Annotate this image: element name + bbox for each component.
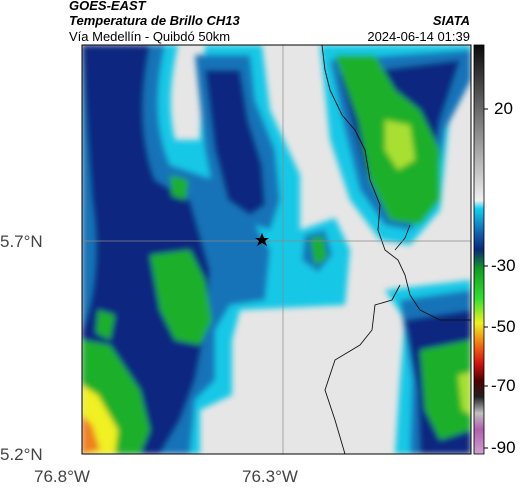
city-marker-icon [255,233,269,246]
colorbar-label-minus-50: -50 [491,317,516,336]
colorbar-label-minus-90: -90 [491,438,516,457]
colorbar-label-minus-70: -70 [491,376,516,395]
lon-label-76-3: 76.3°W [242,467,298,486]
organization-label: SIATA [432,13,470,28]
colorbar-label-20: 20 [494,99,513,118]
region-label: Vía Medellín - Quibdó 50km [69,29,231,44]
datetime-label: 2024-06-14 01:39 [367,29,470,44]
lat-label-5-7: 5.7°N [0,232,43,251]
satellite-name: GOES-EAST [69,0,146,13]
colorbar-label-minus-30: -30 [491,256,516,275]
brightness-temperature-field [82,45,471,454]
lon-label-76-8: 76.8°W [34,467,90,486]
lat-label-5-2: 5.2°N [0,445,43,464]
colorbar [473,44,488,455]
product-title: Temperatura de Brillo CH13 [69,13,240,28]
map-frame [81,44,472,455]
